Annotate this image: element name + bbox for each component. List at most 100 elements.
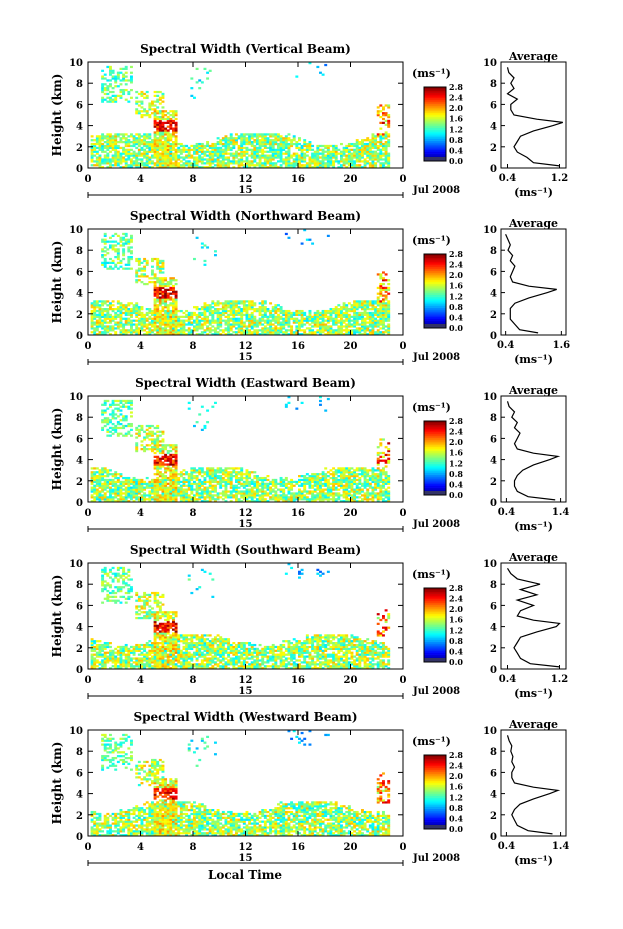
colorbar-tick-label: 2.4 <box>449 594 463 604</box>
average-y-tick-label: 4 <box>490 122 497 133</box>
colorbar-swatch <box>424 652 446 655</box>
y-tick-label: 4 <box>76 623 83 634</box>
colorbar-swatch <box>424 298 446 301</box>
colorbar-swatch <box>424 296 446 299</box>
colorbar-swatch <box>424 626 446 629</box>
colorbar-swatch <box>424 810 446 813</box>
average-profile: Average 0 2 4 6 8 10 0.4 1.2 (ms⁻¹) <box>483 551 568 700</box>
colorbar-tick-label: 1.6 <box>449 615 463 625</box>
colorbar-swatch <box>424 782 446 785</box>
average-y-tick-label: 4 <box>490 623 497 634</box>
average-profile-line <box>506 67 563 167</box>
colorbar-swatch <box>424 324 446 328</box>
colorbar-swatch <box>424 316 446 320</box>
colorbar-tick-label: 0.4 <box>449 145 463 155</box>
panel-title: Spectral Width (Westward Beam) <box>133 710 357 724</box>
average-y-tick-label: 10 <box>483 225 497 236</box>
colorbar-swatch <box>424 634 446 637</box>
colorbar-tick-label: 0.0 <box>449 323 463 333</box>
colorbar-swatch <box>424 790 446 793</box>
colorbar-swatch <box>424 94 446 97</box>
y-tick-label: 10 <box>69 559 83 570</box>
colorbar: (ms⁻¹) 0.00.40.81.21.62.02.42.8 <box>412 67 463 166</box>
colorbar-tick-label: 2.8 <box>449 249 463 259</box>
x-tick-label: 20 <box>344 842 358 853</box>
x-tick-label: 8 <box>190 508 197 519</box>
x-tick-label: 8 <box>190 675 197 686</box>
average-y-tick-label: 2 <box>490 143 497 154</box>
colorbar-swatch <box>424 424 446 427</box>
colorbar-swatch <box>424 478 446 481</box>
colorbar-swatch <box>424 643 446 646</box>
colorbar-swatch <box>424 656 446 659</box>
colorbar-swatch <box>424 307 446 310</box>
colorbar-swatch <box>424 758 446 761</box>
average-y-tick-label: 2 <box>490 310 497 321</box>
colorbar: (ms⁻¹) 0.00.40.81.21.62.02.42.8 <box>412 735 463 834</box>
x-tick-label: 4 <box>137 675 144 686</box>
x-tick-label: 12 <box>239 842 253 853</box>
colorbar-swatch <box>424 439 446 442</box>
y-tick-label: 0 <box>76 164 83 175</box>
colorbar-swatch <box>424 276 446 279</box>
y-axis-label: Height (km) <box>50 74 64 157</box>
colorbar: (ms⁻¹) 0.00.40.81.21.62.02.42.8 <box>412 401 463 500</box>
colorbar-swatch <box>424 435 446 438</box>
colorbar-swatch <box>424 756 446 759</box>
colorbar-swatch <box>424 658 446 662</box>
colorbar-swatch <box>424 261 446 264</box>
x-tick-label: 12 <box>239 508 253 519</box>
colorbar-swatch <box>424 92 446 95</box>
colorbar-swatch <box>424 649 446 652</box>
average-x-label: (ms⁻¹) <box>514 520 553 533</box>
colorbar-frame <box>423 420 447 496</box>
average-title: Average <box>508 384 558 397</box>
colorbar-swatch <box>424 459 446 462</box>
average-x-tick-label: 1.4 <box>552 841 569 852</box>
colorbar-swatch <box>424 595 446 598</box>
colorbar-swatch <box>424 278 446 281</box>
average-profile: Average 0 2 4 6 8 10 0.4 1.4 (ms⁻¹) <box>483 384 569 533</box>
colorbar-tick-label: 0.8 <box>449 469 463 479</box>
average-frame <box>500 562 567 670</box>
average-y-tick-label: 4 <box>490 456 497 467</box>
colorbar-swatch <box>424 764 446 767</box>
average-x-tick-label: 1.4 <box>552 507 569 518</box>
colorbar-swatch <box>424 799 446 802</box>
average-y-tick-label: 2 <box>490 811 497 822</box>
colorbar-swatch <box>424 157 446 161</box>
average-profile: Average 0 2 4 6 8 10 0.4 1.2 (ms⁻¹) <box>483 50 568 199</box>
colorbar-swatch <box>424 266 446 270</box>
colorbar-swatch <box>424 650 446 654</box>
colorbar-swatch <box>424 489 446 492</box>
colorbar-swatch <box>424 470 446 474</box>
colorbar-swatch <box>424 767 446 771</box>
colorbar-swatch <box>424 454 446 457</box>
colorbar-swatch <box>424 443 446 446</box>
colorbar-swatch <box>424 303 446 307</box>
colorbar-swatch <box>424 760 446 763</box>
average-x-label: (ms⁻¹) <box>514 353 553 366</box>
average-y-tick-label: 4 <box>490 289 497 300</box>
colorbar-swatch <box>424 487 446 490</box>
colorbar-swatch <box>424 637 446 641</box>
colorbar-swatch <box>424 96 446 99</box>
colorbar-swatch <box>424 294 446 297</box>
colorbar-swatch <box>424 127 446 130</box>
colorbar-swatch <box>424 806 446 809</box>
heatmap-cells <box>90 563 391 670</box>
x-tick-label: 12 <box>239 174 253 185</box>
colorbar-swatch <box>424 311 446 314</box>
colorbar-swatch <box>424 114 446 117</box>
colorbar-swatch <box>424 476 446 479</box>
colorbar-tick-label: 2.4 <box>449 260 463 270</box>
average-profile-line <box>505 234 557 334</box>
x-tick-label: 12 <box>239 341 253 352</box>
colorbar-swatch <box>424 144 446 147</box>
colorbar-swatch <box>424 155 446 158</box>
colorbar-swatch <box>424 433 446 437</box>
colorbar-swatch <box>424 482 446 485</box>
y-tick-label: 10 <box>69 58 83 69</box>
colorbar-swatch <box>424 118 446 121</box>
beam-panel-1: Spectral Width (Northward Beam) 0 2 4 6 8 10 He… <box>50 209 570 366</box>
